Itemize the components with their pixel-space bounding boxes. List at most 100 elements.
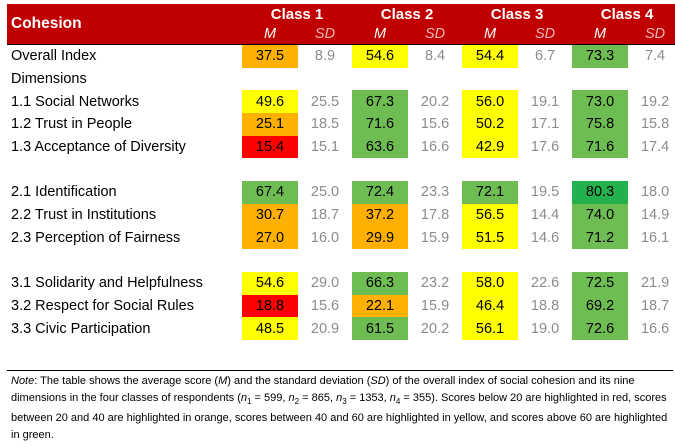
mean-cell: 75.8 [572, 113, 629, 136]
note-text-part: = 1353, [346, 392, 390, 404]
mean-cell: 15.4 [242, 135, 298, 159]
table-bottom-rule [7, 370, 673, 371]
sd-cell: 7.4 [628, 43, 675, 68]
sd-cell: 18.7 [310, 207, 340, 224]
sd-cell: 25.5 [310, 93, 340, 110]
note-text-part: 2 [294, 397, 300, 407]
sd-cell: 17.1 [530, 116, 560, 133]
table-row: 2.2 Trust in Institutions 30.7 18.7 37.2 17.… [7, 203, 675, 227]
sd-cell: 17.6 [530, 139, 560, 156]
mean-cell: 54.6 [352, 43, 409, 68]
mean-cell: 71.6 [572, 135, 629, 159]
table-row: 2.3 Perception of Fairness 27.0 16.0 29.9 15… [7, 226, 675, 250]
mean-cell: 56.5 [462, 203, 519, 227]
mean-cell: 50.2 [462, 113, 519, 136]
m-header: M [462, 24, 519, 45]
mean-cell: 58.0 [462, 271, 519, 295]
sd-cell: 16.6 [640, 320, 670, 337]
mean-cell: 80.3 [572, 181, 629, 204]
sd-cell: 25.0 [310, 184, 340, 201]
section-label: Dimensions [11, 71, 87, 88]
note-text-part: n [288, 392, 295, 404]
class-1-header: Class 1 [242, 4, 353, 24]
note-text-part: n [389, 392, 396, 404]
sd-cell: 20.2 [420, 320, 450, 337]
spacer-cell [7, 158, 675, 181]
mean-cell: 42.9 [462, 135, 519, 159]
table-title: Cohesion [7, 4, 242, 45]
mean-cell: 54.4 [462, 43, 519, 68]
sd-cell: 20.2 [420, 93, 450, 110]
row-label: 1.2 Trust in People [11, 116, 132, 133]
note-text-part: n [336, 392, 343, 404]
class-4-header: Class 4 [572, 4, 675, 24]
cohesion-table: Cohesion Class 1 Class 2 Class 3 Class 4… [7, 4, 675, 340]
sd-cell: 15.1 [310, 139, 340, 156]
mean-cell: 69.2 [572, 294, 629, 318]
table-row: Overall Index 37.5 8.9 54.6 8.4 54.4 6.7 73.3 7.… [7, 43, 675, 68]
row-label: 2.3 Perception of Fairness [11, 229, 181, 246]
row-label: Overall Index [7, 43, 242, 68]
sd-cell: 8.9 [298, 43, 353, 68]
table-row: 3.3 Civic Participation 48.5 20.9 61.5 20.2 5… [7, 317, 675, 340]
mean-cell: 37.5 [242, 43, 298, 68]
note-text-part: 3 [342, 397, 347, 407]
mean-cell: 66.3 [352, 271, 409, 295]
note-text-part: 1 [247, 397, 252, 407]
note-text-part: ) and the standard deviation ( [227, 375, 371, 387]
row-label: 1.3 Acceptance of Diversity [11, 139, 186, 156]
sd-header: SD [518, 24, 573, 45]
sd-cell: 18.8 [530, 297, 560, 314]
mean-cell: 67.3 [352, 90, 409, 114]
mean-cell: 73.3 [572, 43, 629, 68]
sd-cell: 14.6 [530, 229, 560, 246]
sd-cell: 22.6 [530, 275, 560, 292]
mean-cell: 56.0 [462, 90, 519, 114]
spacer-row [7, 249, 675, 272]
note-lead: Note [11, 375, 35, 387]
mean-cell: 30.7 [242, 203, 298, 227]
mean-cell: 73.0 [572, 90, 629, 114]
mean-cell: 72.6 [572, 317, 629, 340]
table-row: 2.1 Identification 67.4 25.0 72.4 23.3 72.1 19… [7, 181, 675, 204]
row-label: 3.2 Respect for Social Rules [11, 297, 194, 314]
sd-cell: 18.7 [640, 297, 670, 314]
sd-header: SD [628, 24, 675, 45]
mean-cell: 72.5 [572, 271, 629, 295]
note-text-part: SD [370, 375, 386, 387]
header-row-classes: Cohesion Class 1 Class 2 Class 3 Class 4 [7, 4, 675, 45]
sd-cell: 23.2 [420, 275, 450, 292]
sd-header: SD [408, 24, 463, 45]
row-label: 2.1 Identification [11, 184, 117, 201]
sd-cell: 6.7 [518, 43, 573, 68]
section-row: Dimensions [7, 68, 675, 91]
mean-cell: 56.1 [462, 317, 519, 340]
mean-cell: 49.6 [242, 90, 298, 114]
sd-cell: 29.0 [310, 275, 340, 292]
sd-cell: 15.6 [420, 116, 450, 133]
table-row: 3.2 Respect for Social Rules 18.8 15.6 22.1… [7, 294, 675, 318]
m-header: M [352, 24, 409, 45]
spacer-row [7, 158, 675, 181]
mean-cell: 18.8 [242, 294, 298, 318]
sd-cell: 19.0 [530, 320, 560, 337]
class-2-header: Class 2 [352, 4, 463, 24]
sd-cell: 17.8 [420, 207, 450, 224]
sd-cell: 15.9 [420, 229, 450, 246]
sd-cell: 16.6 [420, 139, 450, 156]
sd-cell: 17.4 [640, 139, 670, 156]
mean-cell: 74.0 [572, 203, 629, 227]
mean-cell: 61.5 [352, 317, 409, 340]
sd-cell: 18.5 [310, 116, 340, 133]
table-body: Cohesion Class 1 Class 2 Class 3 Class 4… [7, 4, 675, 340]
mean-cell: 63.6 [352, 135, 409, 159]
sd-cell: 18.0 [640, 184, 670, 201]
table-row: 1.1 Social Networks 49.6 25.5 67.3 20.2 56.0 1… [7, 90, 675, 114]
mean-cell: 72.4 [352, 181, 409, 204]
mean-cell: 48.5 [242, 317, 298, 340]
sd-cell: 15.9 [420, 297, 450, 314]
sd-cell: 21.9 [640, 275, 670, 292]
table-note: Note: The table shows the average score … [11, 373, 671, 444]
m-header: M [572, 24, 629, 45]
